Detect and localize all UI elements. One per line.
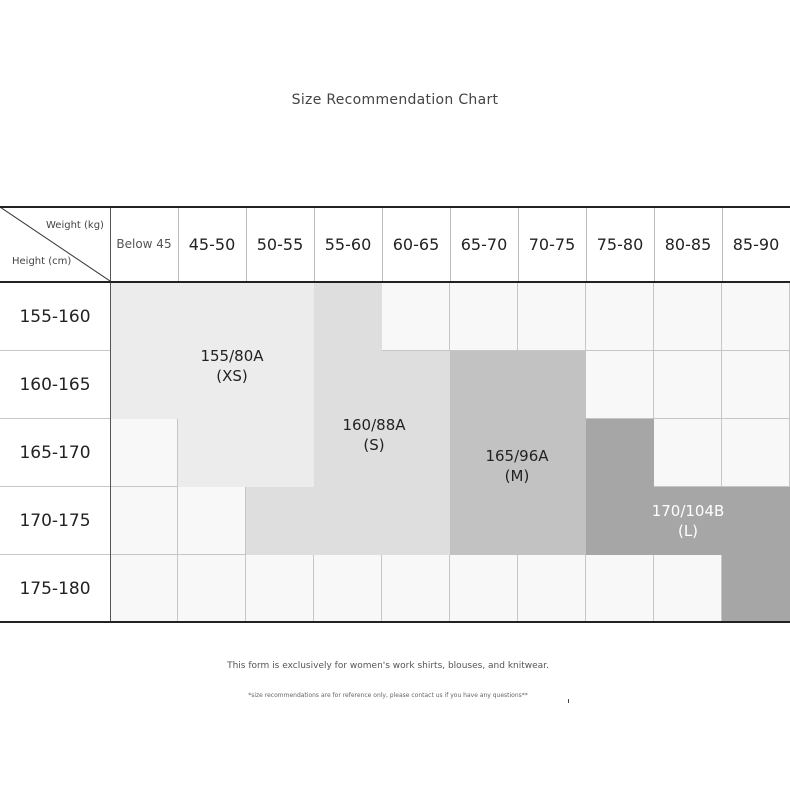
header-separator	[314, 207, 315, 282]
grid-cell	[178, 555, 246, 623]
weight-column-header: 65-70	[460, 234, 508, 254]
header-separator	[586, 207, 587, 282]
weight-column-header: 45-50	[188, 234, 236, 254]
grid-cell	[722, 351, 790, 419]
size-zone-label: 160/88A (S)	[314, 415, 434, 455]
size-code: 170/104B	[651, 502, 725, 520]
size-zone-fill	[722, 555, 790, 623]
grid-cell	[110, 555, 178, 623]
grid-cell	[654, 351, 722, 419]
weight-column-header: 85-90	[732, 234, 780, 254]
size-zone-fill	[586, 419, 654, 487]
grid-cell	[246, 555, 314, 623]
weight-axis-label: Weight (kg)	[46, 220, 104, 231]
grid-cell	[178, 487, 246, 555]
height-axis-label: Height (cm)	[12, 256, 72, 267]
size-zone-label: 155/80A (XS)	[172, 346, 292, 386]
header-bottom-rule	[0, 281, 790, 283]
height-row-header: 175-180	[19, 579, 91, 599]
size-zone-label: 165/96A (M)	[457, 446, 577, 486]
grid-cell	[586, 283, 654, 351]
grid-cell	[654, 283, 722, 351]
size-letter: (M)	[504, 467, 530, 485]
header-separator	[382, 207, 383, 282]
size-zone-label: 170/104B (L)	[628, 501, 748, 541]
weight-column-header: Below 45	[116, 237, 172, 251]
grid-cell	[654, 555, 722, 623]
page-title: Size Recommendation Chart	[291, 92, 499, 108]
grid-cell	[382, 555, 450, 623]
height-row-header: 155-160	[0, 283, 110, 351]
grid-cell	[110, 419, 178, 487]
table-bottom-rule	[0, 621, 790, 623]
size-zone-fill	[314, 283, 382, 351]
grid-cell	[110, 487, 178, 555]
header-separator	[722, 207, 723, 282]
grid-cell	[450, 555, 518, 623]
grid-cell	[722, 419, 790, 487]
size-zone-fill	[586, 487, 790, 555]
weight-column-header: 80-85	[664, 234, 712, 254]
weight-column-header: 50-55	[256, 234, 304, 254]
size-letter: (XS)	[216, 367, 248, 385]
grid-cell	[586, 351, 654, 419]
header-separator	[246, 207, 247, 282]
size-zone-fill	[450, 487, 586, 555]
size-zone-fill	[450, 419, 586, 487]
size-letter: (L)	[677, 522, 699, 540]
height-row-header: 165-170	[0, 419, 110, 487]
size-code: 160/88A	[342, 416, 406, 434]
grid-cell	[654, 419, 722, 487]
grid-cell	[450, 283, 518, 351]
size-zone-fill	[246, 487, 450, 555]
size-zone-fill	[110, 283, 314, 419]
grid-cell	[722, 283, 790, 351]
table-top-rule	[0, 206, 790, 208]
weight-column-header: 55-60	[324, 234, 372, 254]
size-letter: (S)	[363, 436, 385, 454]
size-zone-fill	[314, 419, 450, 487]
header-separator	[518, 207, 519, 282]
size-zone-fill	[450, 351, 586, 419]
weight-column-header: 60-65	[392, 234, 440, 254]
grid-cell	[382, 283, 450, 351]
size-code: 165/96A	[485, 447, 549, 465]
grid-cell	[518, 555, 586, 623]
row-header-divider	[110, 207, 111, 622]
grid-cell	[314, 555, 382, 623]
size-zone-fill	[178, 419, 314, 487]
size-code: 155/80A	[200, 347, 264, 365]
height-row-header: 160-165	[0, 351, 110, 419]
stray-mark	[568, 699, 569, 703]
size-zone-fill	[314, 351, 450, 419]
weight-column-header: 70-75	[528, 234, 576, 254]
header-separator	[178, 207, 179, 282]
grid-cell	[586, 555, 654, 623]
corner-diagonal	[0, 207, 110, 281]
height-row-header: 170-175	[0, 487, 110, 555]
grid-cell	[518, 283, 586, 351]
header-separator	[654, 207, 655, 282]
header-separator	[450, 207, 451, 282]
disclaimer-note: *size recommendations are for reference …	[248, 692, 528, 699]
usage-note: This form is exclusively for women's wor…	[227, 661, 549, 671]
weight-column-header: 75-80	[596, 234, 644, 254]
